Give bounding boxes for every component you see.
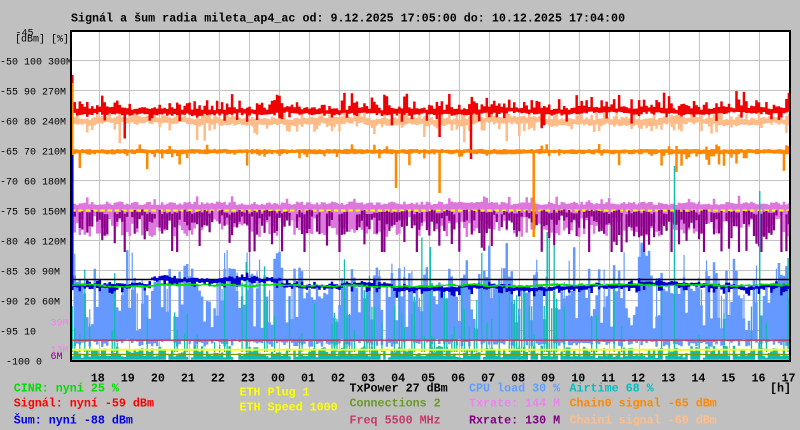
svg-text:Signál a šum radia mileta_ap4_: Signál a šum radia mileta_ap4_ac od: 9.1… (71, 12, 625, 26)
svg-text:CINR: nyní 25 %: CINR: nyní 25 % (14, 381, 120, 395)
svg-text:05: 05 (421, 371, 435, 385)
svg-text:16: 16 (751, 371, 765, 385)
svg-text:14: 14 (691, 371, 705, 385)
svg-text:TxPower 27 dBm: TxPower 27 dBm (350, 381, 448, 395)
svg-text:Airtime 68 %: Airtime 68 % (570, 381, 655, 395)
svg-text:04: 04 (391, 371, 405, 385)
svg-text:23: 23 (241, 371, 255, 385)
svg-text:02: 02 (331, 371, 345, 385)
svg-text:-85 30 90M: -85 30 90M (0, 268, 60, 279)
svg-text:03: 03 (361, 371, 375, 385)
svg-text:-55 90 270M: -55 90 270M (0, 88, 66, 99)
svg-text:CPU load 30 %: CPU load 30 % (469, 381, 561, 395)
svg-text:Rxrate: 130 M: Rxrate: 130 M (469, 413, 560, 427)
svg-text:ETH Speed 1000: ETH Speed 1000 (240, 401, 338, 415)
svg-text:11: 11 (601, 371, 615, 385)
svg-text:17: 17 (781, 371, 795, 385)
svg-text:18: 18 (91, 371, 105, 385)
svg-text:01: 01 (301, 371, 315, 385)
svg-text:Txrate: 144 M: Txrate: 144 M (469, 397, 560, 411)
svg-text:[h]: [h] (770, 381, 791, 395)
svg-text:-65 70 210M: -65 70 210M (0, 148, 66, 159)
svg-text:-95 10: -95 10 (0, 328, 36, 339)
svg-text:09: 09 (541, 371, 555, 385)
svg-text:-45: -45 (16, 29, 34, 40)
svg-text:00: 00 (271, 371, 285, 385)
svg-text:21: 21 (181, 371, 195, 385)
svg-text:ETH Plug 1: ETH Plug 1 (240, 386, 310, 400)
svg-text:19: 19 (121, 371, 135, 385)
svg-text:-60 80 240M: -60 80 240M (0, 118, 66, 129)
svg-text:Connections 2: Connections 2 (350, 397, 441, 411)
svg-text:39M: 39M (51, 318, 69, 329)
svg-text:Freq 5500 MHz: Freq 5500 MHz (350, 413, 441, 427)
svg-text:-50 100 300M: -50 100 300M (0, 58, 72, 69)
svg-text:-75 50 150M: -75 50 150M (0, 208, 66, 219)
svg-text:12: 12 (631, 371, 645, 385)
svg-text:08: 08 (511, 371, 525, 385)
svg-text:Signál: nyní -59 dBm: Signál: nyní -59 dBm (14, 397, 154, 411)
svg-text:Chain1 signal -60 dBm: Chain1 signal -60 dBm (570, 413, 717, 427)
svg-text:06: 06 (451, 371, 465, 385)
svg-text:6M: 6M (51, 352, 63, 363)
svg-text:-100 0: -100 0 (6, 358, 42, 369)
svg-text:10: 10 (571, 371, 585, 385)
svg-text:[dBm] [%]: [dBm] [%] (15, 34, 69, 46)
svg-text:22: 22 (211, 371, 225, 385)
svg-text:-90 20 60M: -90 20 60M (0, 298, 60, 309)
svg-text:Šum: nyní -88 dBm: Šum: nyní -88 dBm (14, 413, 133, 427)
svg-text:20: 20 (151, 371, 165, 385)
svg-text:13M: 13M (51, 345, 69, 356)
svg-text:07: 07 (481, 371, 495, 385)
svg-text:15: 15 (721, 371, 735, 385)
svg-text:13: 13 (661, 371, 675, 385)
svg-text:-70 60 180M: -70 60 180M (0, 178, 66, 189)
svg-text:Chain0 signal -65 dBm: Chain0 signal -65 dBm (570, 397, 717, 411)
svg-text:-80 40 120M: -80 40 120M (0, 238, 66, 249)
